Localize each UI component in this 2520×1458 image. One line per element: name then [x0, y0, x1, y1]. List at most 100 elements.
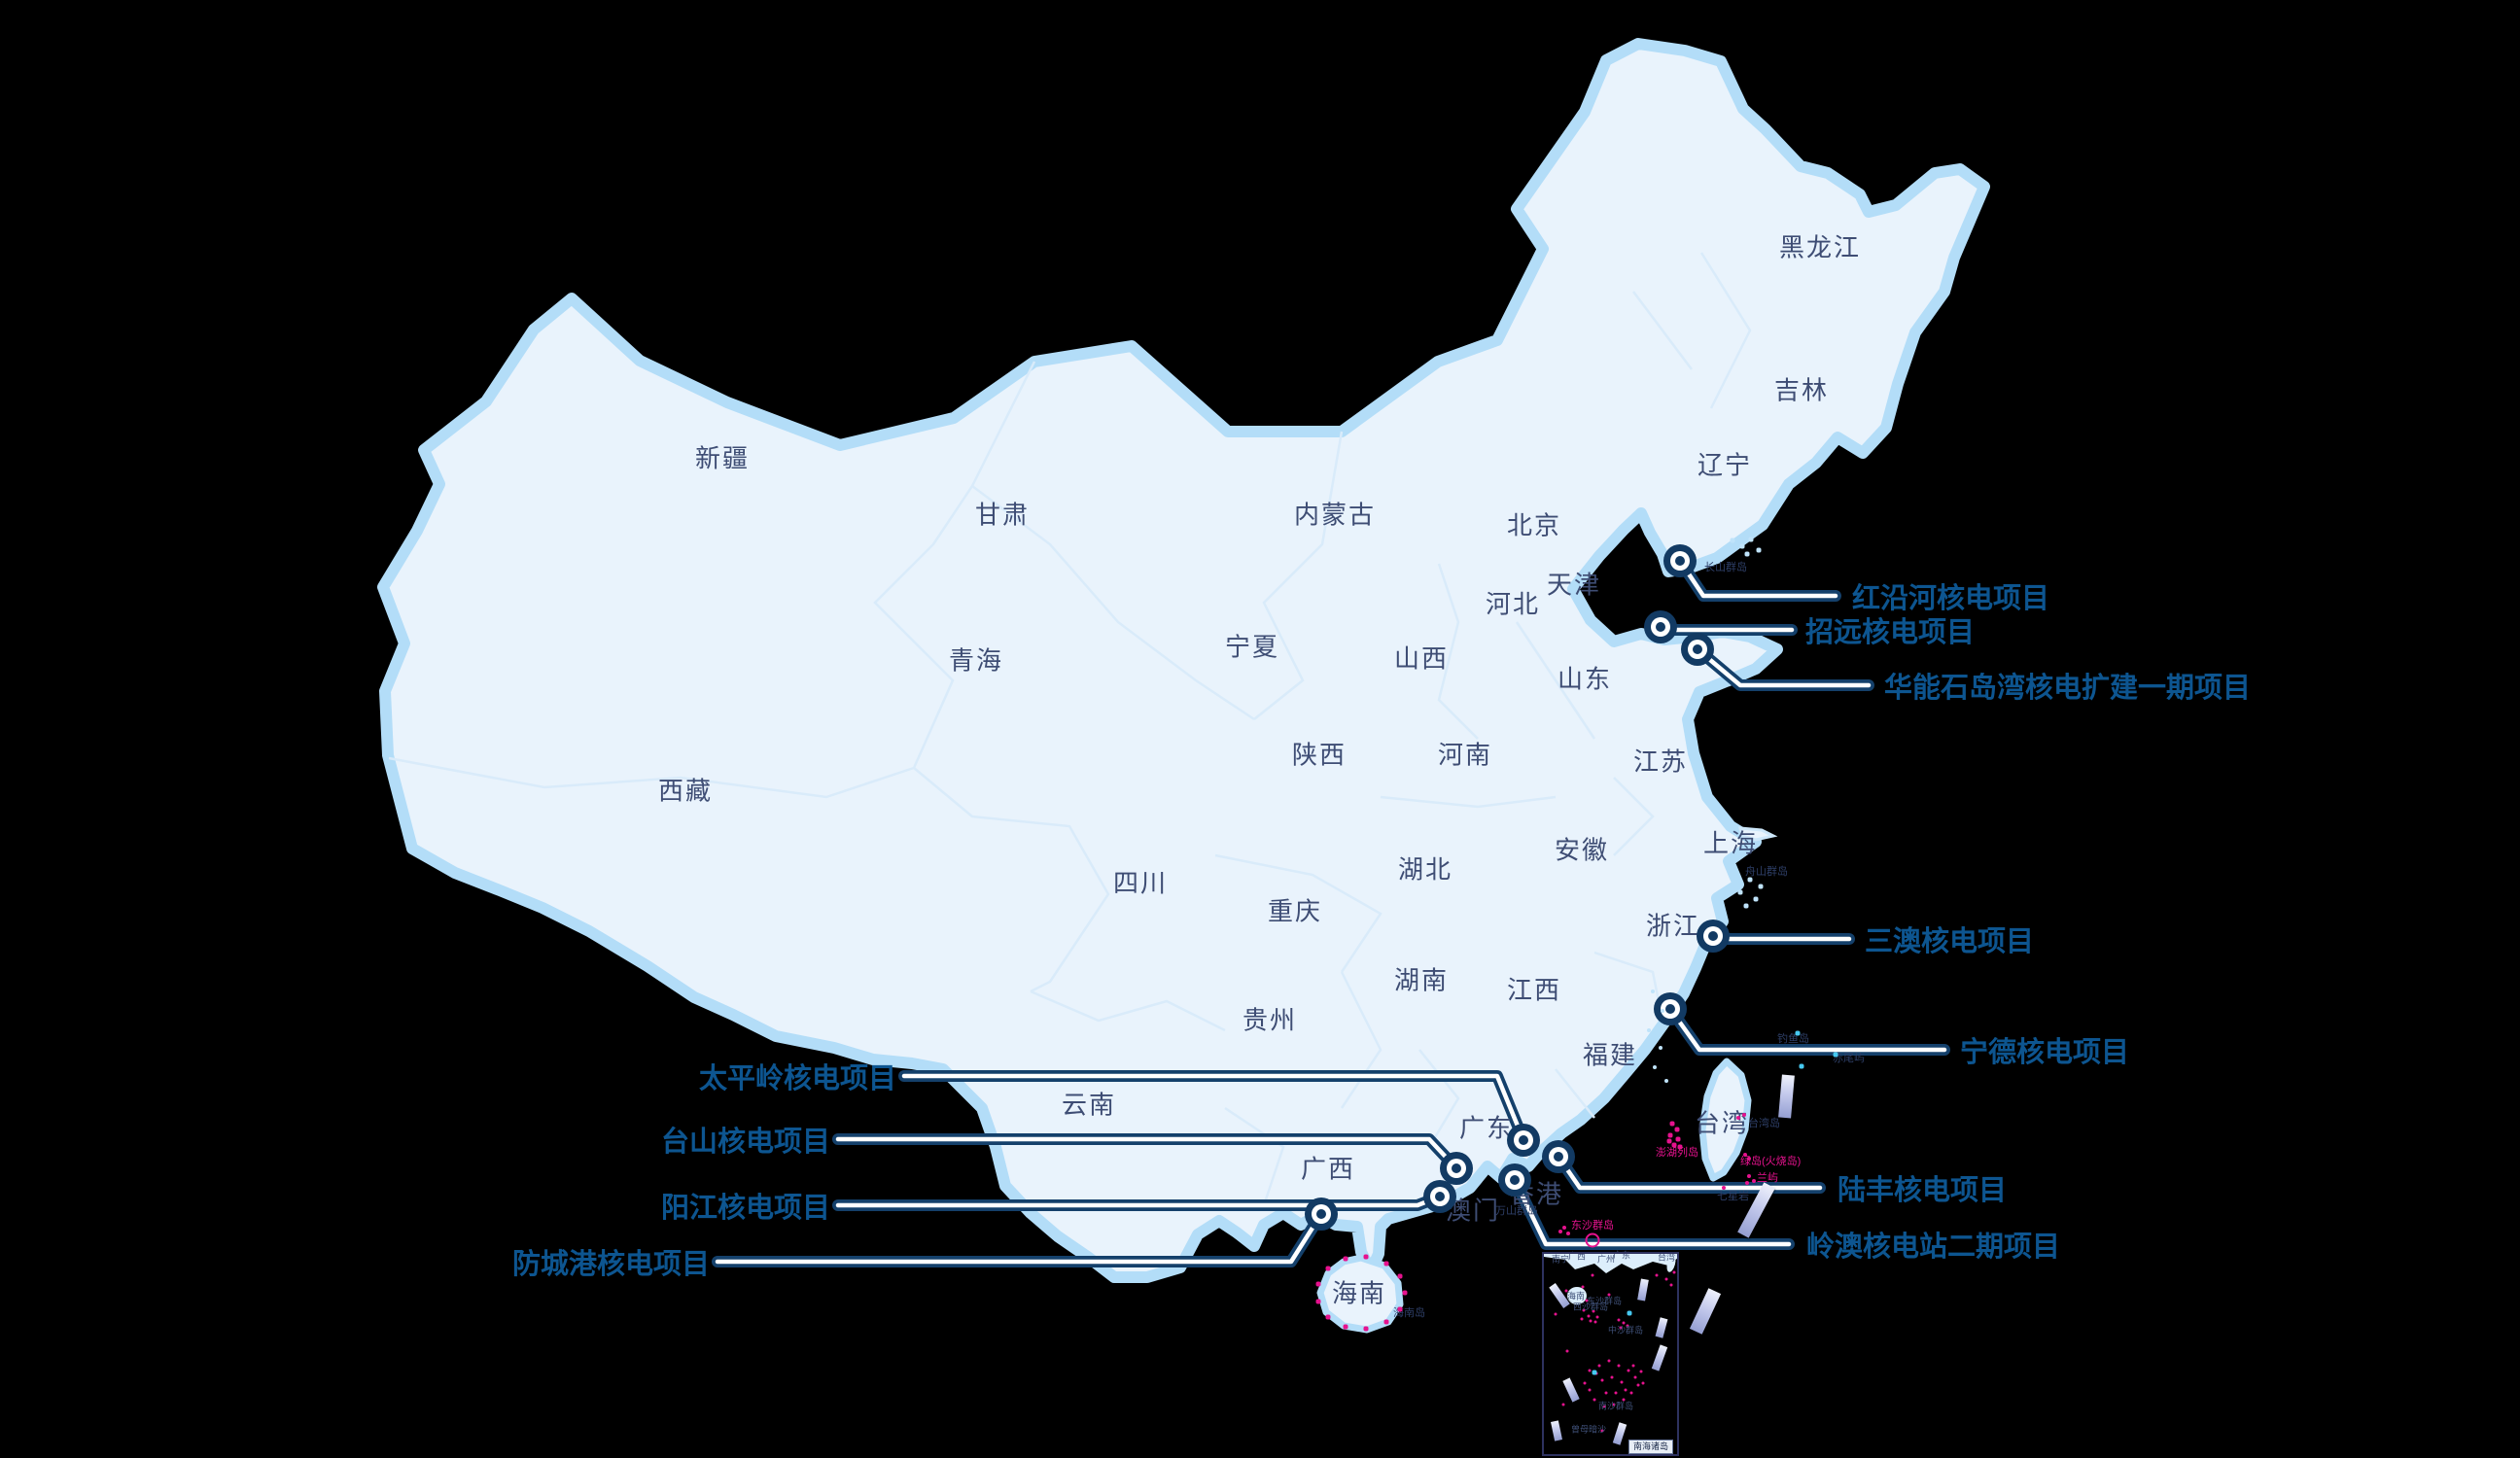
leader-line-inner [1695, 646, 1872, 688]
project-label[interactable]: 岭澳核电站二期项目 [1806, 1232, 2061, 1263]
island-dot [1669, 1121, 1675, 1127]
taiwan-island-shape[interactable] [1698, 1058, 1752, 1182]
island-dot [1564, 1289, 1568, 1293]
island-dot [1636, 1383, 1640, 1387]
project-marker[interactable] [1507, 1124, 1540, 1157]
island-dot [1607, 1359, 1611, 1363]
island-dot [1620, 1380, 1624, 1384]
island-label: 东沙群岛 [1571, 1220, 1614, 1232]
leader-line-inner [901, 1073, 1526, 1143]
project-marker[interactable] [1644, 610, 1677, 643]
island-dot [1581, 1285, 1585, 1289]
island-dot [1343, 1324, 1348, 1330]
island-dot [1669, 1283, 1673, 1287]
island-dot [1722, 1186, 1726, 1190]
project-label[interactable]: 三澳核电项目 [1865, 926, 2035, 957]
project-label[interactable]: 太平岭核电项目 [698, 1063, 896, 1094]
project-marker[interactable] [1423, 1180, 1456, 1213]
island-dot [1561, 1403, 1565, 1406]
island-dot [1402, 1290, 1408, 1296]
island-dot [1588, 1388, 1592, 1392]
island-dot [1799, 1063, 1804, 1069]
island-dot [1585, 1299, 1589, 1302]
island-dot [1558, 1230, 1562, 1233]
island-dot [1736, 1116, 1740, 1120]
project-label[interactable]: 宁德核电项目 [1960, 1037, 2130, 1068]
inset-label: 海南 [1566, 1291, 1586, 1302]
island-dot [1659, 1046, 1662, 1050]
project-label[interactable]: 红沿河核电项目 [1852, 583, 2050, 614]
island-dot [1742, 1113, 1746, 1117]
island-dot [1607, 1293, 1611, 1297]
island-label: 钓鱼岛 [1777, 1033, 1809, 1045]
island-dot [1585, 1232, 1600, 1248]
island-dot [1833, 1052, 1838, 1058]
island-dot [1363, 1326, 1369, 1332]
island-dot [1600, 1429, 1604, 1433]
island-dot [1674, 1127, 1680, 1132]
hainan-island-shape[interactable] [1316, 1254, 1404, 1334]
inset-label: 广东 [1612, 1250, 1631, 1261]
island-dot [1752, 1179, 1756, 1183]
island-dot [1580, 1317, 1584, 1321]
island-dot [1343, 1256, 1348, 1262]
island-dot [1655, 1273, 1659, 1277]
island-dot [1747, 877, 1753, 883]
project-marker[interactable] [1305, 1198, 1338, 1231]
inset-label: 西沙群岛 [1572, 1302, 1609, 1312]
island-label: 万山群岛 [1495, 1205, 1538, 1217]
leader-line-inner [715, 1211, 1324, 1265]
island-dot [1677, 1144, 1683, 1150]
project-marker[interactable] [1681, 633, 1714, 666]
project-label[interactable]: 招远核电项目 [1805, 617, 1976, 648]
island-dot [1624, 1388, 1628, 1392]
island-dot [1617, 1318, 1621, 1322]
inset-label: 南沙群岛 [1597, 1401, 1634, 1411]
province-borders [388, 252, 1752, 1206]
island-dot [1664, 1079, 1668, 1083]
island-dot [1627, 1369, 1630, 1372]
island-dot [1745, 1181, 1749, 1185]
project-label[interactable]: 华能石岛湾核电扩建一期项目 [1884, 673, 2252, 704]
project-label[interactable]: 台山核电项目 [660, 1127, 830, 1158]
island-dot [1664, 1277, 1668, 1281]
inset-label: 曾母暗沙 [1570, 1424, 1607, 1435]
project-label[interactable]: 陆丰核电项目 [1838, 1175, 2008, 1206]
project-label[interactable]: 防城港核电项目 [511, 1249, 710, 1280]
island-dot [1612, 1403, 1616, 1406]
inset-label: 东沙群岛 [1586, 1296, 1623, 1306]
project-marker[interactable] [1697, 920, 1730, 953]
island-dot [1383, 1319, 1389, 1325]
inset-mini-map [1544, 1254, 1678, 1304]
island-label: 赤尾屿 [1833, 1053, 1865, 1064]
project-marker[interactable] [1440, 1152, 1473, 1185]
island-dot [1554, 1312, 1558, 1316]
island-dot [1641, 1381, 1645, 1385]
island-dot [1747, 1157, 1751, 1161]
inset-label: 中沙群岛 [1607, 1325, 1644, 1336]
island-dot [1397, 1273, 1403, 1279]
island-dot [1619, 1326, 1623, 1330]
project-marker[interactable] [1663, 544, 1697, 577]
inset-label: 南宁 [1551, 1254, 1570, 1265]
project-marker[interactable] [1654, 992, 1687, 1025]
island-dot [1588, 1369, 1592, 1372]
island-dot [1592, 1370, 1597, 1375]
project-marker[interactable] [1542, 1140, 1575, 1173]
island-dot [1743, 903, 1749, 909]
island-dot [1633, 1375, 1637, 1379]
island-dot [1562, 1226, 1566, 1230]
inset-title-box: 南海诸岛 [1628, 1440, 1674, 1454]
island-label: 台湾岛 [1748, 1118, 1780, 1129]
island-dot [1617, 1364, 1621, 1368]
island-label: 澎湖列岛 [1656, 1147, 1698, 1159]
project-label[interactable]: 阳江核电项目 [660, 1193, 830, 1224]
inset-label: 广西 [1567, 1251, 1587, 1262]
project-marker[interactable] [1498, 1163, 1531, 1197]
island-dot [1748, 537, 1754, 542]
island-dot [1614, 1391, 1618, 1395]
leader-line-inner [1512, 1177, 1792, 1247]
island-dot [1747, 1174, 1751, 1178]
island-dot [1325, 1314, 1331, 1320]
